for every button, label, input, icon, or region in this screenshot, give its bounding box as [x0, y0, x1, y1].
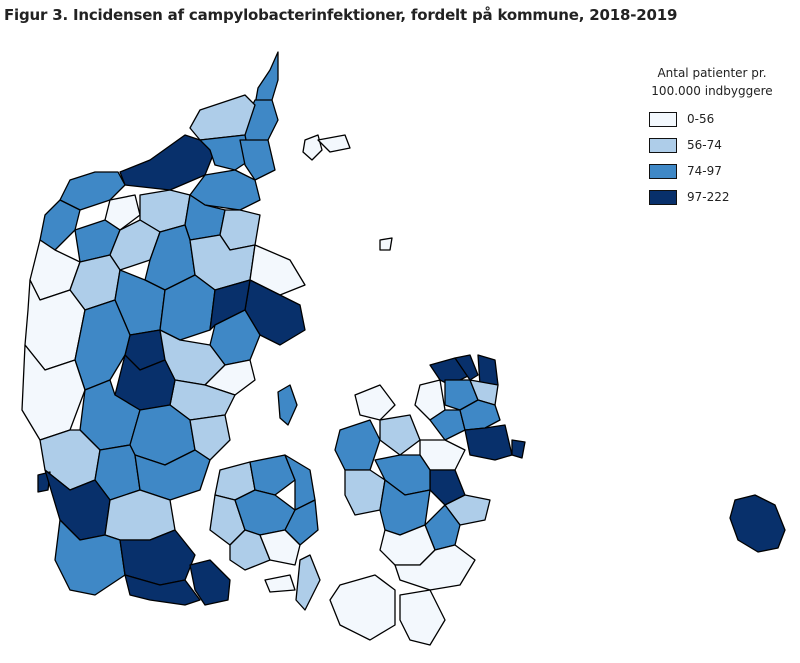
legend-swatch: [649, 137, 677, 153]
legend-label: 56-74: [687, 138, 722, 152]
region-fredericia: [189, 414, 231, 461]
region-lolland: [329, 574, 396, 641]
legend-swatch: [649, 163, 677, 179]
region-odder: [204, 359, 256, 396]
region-varde: [21, 344, 86, 441]
region-helsingor: [477, 354, 499, 386]
legend-item: 56-74: [637, 132, 787, 158]
region-hesselo: [379, 237, 393, 251]
legend-swatch: [649, 189, 677, 205]
legend-label: 0-56: [687, 112, 715, 126]
region-nyborg: [284, 499, 319, 546]
legend-item: 74-97: [637, 158, 787, 184]
legend-label: 74-97: [687, 164, 722, 178]
region-bornholm: [729, 494, 786, 553]
region-sonderborg: [124, 574, 201, 606]
map-legend: Antal patienter pr. 100.000 indbyggere 0…: [637, 64, 787, 210]
region-odsherred: [354, 384, 396, 421]
region-svendborg: [259, 529, 301, 566]
region-mors: [104, 194, 141, 231]
legend-swatch: [649, 111, 677, 127]
region-amager: [511, 439, 526, 459]
region-nordfyn: [249, 454, 296, 496]
legend-title: Antal patienter pr. 100.000 indbyggere: [637, 64, 787, 100]
region-vordingborg: [394, 544, 476, 591]
region-holbaek: [379, 414, 421, 456]
region-langeland: [295, 554, 321, 611]
region-copenhagen: [464, 424, 513, 461]
figure-title: Figur 3. Incidensen af campylobacterinfe…: [4, 6, 678, 24]
region-soro: [344, 469, 386, 516]
region-norddjurs: [249, 244, 306, 296]
region-kalundborg: [334, 419, 381, 471]
region-guldborgsund: [399, 589, 446, 646]
region-hjorring: [189, 94, 256, 141]
region-gribskov: [454, 354, 479, 381]
region-haderslev: [104, 489, 176, 541]
legend-item: 0-56: [637, 106, 787, 132]
region-laeso: [302, 134, 323, 161]
legend-label: 97-222: [687, 190, 730, 204]
legend-title-line2: 100.000 indbyggere: [651, 84, 773, 98]
region-anholt: [317, 134, 351, 153]
region-samso: [277, 384, 298, 426]
region-thy-south: [39, 199, 81, 251]
region-als: [189, 559, 231, 606]
legend-title-line1: Antal patienter pr.: [657, 66, 767, 80]
legend-item: 97-222: [637, 184, 787, 210]
region-saeby: [239, 139, 276, 181]
region-aero: [264, 574, 296, 593]
